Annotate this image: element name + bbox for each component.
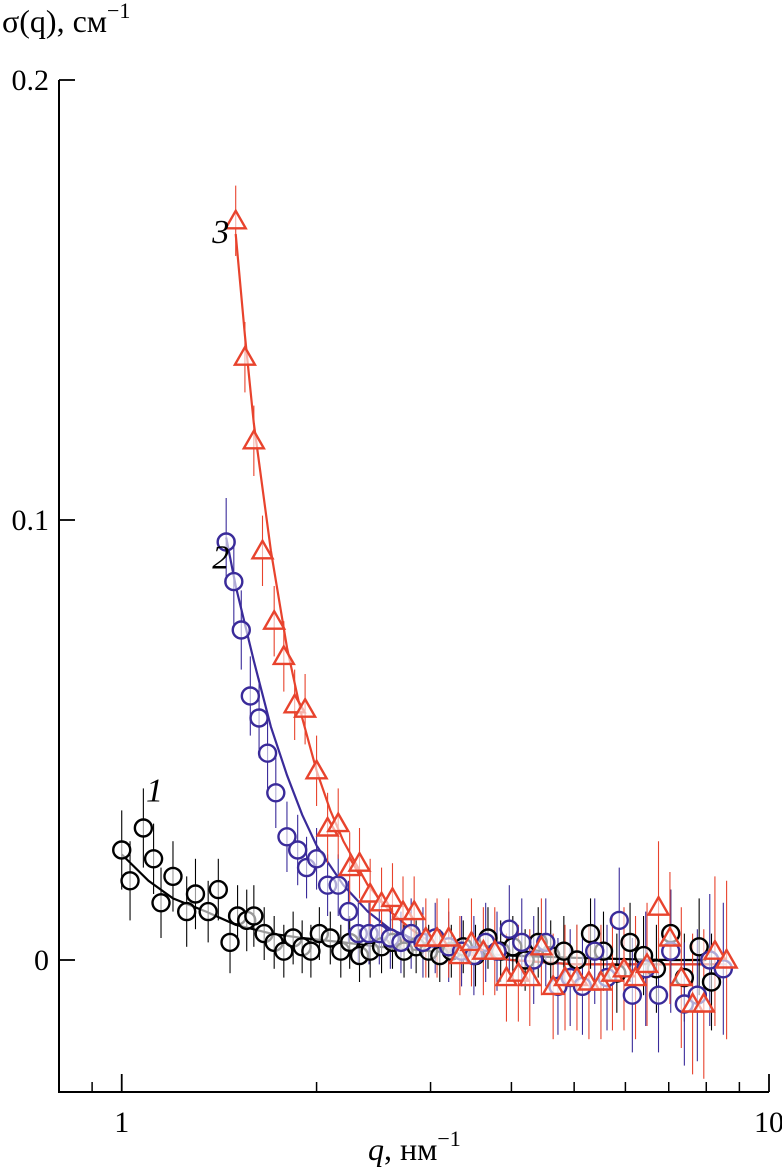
data-point-triangle	[326, 811, 351, 833]
data-point-triangle	[447, 943, 472, 965]
data-point-circle	[133, 818, 154, 838]
data-point-circle	[328, 875, 348, 895]
data-point-triangle	[262, 608, 287, 630]
data-point-circle	[554, 941, 574, 961]
data-point-circle	[701, 972, 722, 992]
data-point-triangle	[702, 938, 727, 960]
data-point-triangle	[271, 643, 296, 666]
data-point-circle	[580, 923, 601, 944]
data-point-circle	[163, 866, 183, 887]
data-point-circle	[512, 932, 532, 953]
data-point-circle	[648, 985, 669, 1005]
data-point-triangle	[241, 428, 266, 450]
data-point-triangle	[714, 947, 739, 969]
y-axis-label: σ(q), см−1	[2, 0, 130, 39]
y-tick-label: 0.2	[12, 64, 50, 97]
data-point-circle	[274, 941, 294, 961]
series-label-1: 1	[146, 773, 163, 810]
data-point-triangle	[304, 758, 329, 780]
data-point-triangle	[459, 929, 484, 952]
data-point-circle	[301, 941, 321, 961]
data-point-circle	[287, 840, 308, 860]
data-points	[112, 208, 739, 1014]
data-point-triangle	[223, 208, 248, 230]
series-label-2: 2	[212, 539, 229, 576]
data-point-triangle	[506, 960, 531, 982]
data-point-circle	[240, 686, 261, 706]
data-point-circle	[277, 827, 297, 847]
data-point-circle	[151, 893, 171, 913]
data-point-triangle	[611, 956, 637, 978]
axis-frame	[58, 80, 769, 1093]
data-point-circle	[244, 906, 264, 926]
series-labels: 1 2 3	[146, 214, 229, 810]
data-point-triangle	[482, 938, 507, 960]
x-tick-label: 10	[754, 1106, 782, 1139]
data-point-circle	[499, 919, 520, 939]
data-point-circle	[585, 941, 605, 961]
data-point-circle	[609, 910, 629, 931]
data-point-triangle	[517, 965, 542, 987]
x-tick-label: 1	[114, 1106, 129, 1139]
data-point-triangle	[436, 925, 461, 947]
data-point-circle	[176, 901, 197, 922]
data-point-triangle	[380, 885, 405, 908]
data-point-circle	[306, 849, 327, 869]
data-point-circle	[231, 620, 251, 640]
x-axis-label: q, нм−1	[368, 1126, 461, 1167]
data-point-circle	[216, 532, 236, 552]
data-point-triangle	[358, 881, 383, 903]
data-point-triangle	[529, 934, 554, 956]
data-point-circle	[338, 901, 359, 922]
data-point-circle	[220, 932, 240, 953]
data-point-circle	[266, 783, 286, 803]
data-point-triangle	[564, 965, 590, 987]
data-point-triangle	[293, 696, 318, 718]
data-point-circle	[689, 937, 709, 957]
data-point-triangle	[657, 925, 683, 947]
data-point-triangle	[402, 899, 427, 921]
axes: 1 10 0 0.1 0.2	[12, 64, 782, 1139]
data-point-circle	[224, 571, 244, 592]
data-point-triangle	[669, 965, 694, 987]
data-point-circle	[320, 928, 340, 948]
data-point-circle	[620, 932, 640, 953]
data-point-circle	[185, 884, 206, 904]
data-point-circle	[257, 743, 278, 763]
data-point-triangle	[634, 951, 660, 974]
y-tick-label: 0	[34, 944, 49, 977]
data-point-circle	[249, 708, 269, 728]
data-point-triangle	[250, 538, 275, 560]
data-point-triangle	[646, 894, 671, 916]
data-point-circle	[622, 985, 643, 1005]
data-point-triangle	[232, 344, 257, 366]
data-point-circle	[198, 901, 218, 922]
series-label-3: 3	[211, 214, 229, 251]
fit-curves	[120, 233, 727, 966]
data-point-circle	[112, 840, 132, 860]
data-point-circle	[120, 871, 140, 891]
data-point-circle	[208, 879, 229, 900]
data-point-triangle	[623, 965, 648, 987]
data-point-circle	[143, 849, 164, 869]
fit-curve-2	[225, 537, 724, 966]
data-point-triangle	[691, 991, 716, 1013]
y-tick-label: 0.1	[12, 504, 50, 537]
data-point-triangle	[347, 850, 372, 872]
